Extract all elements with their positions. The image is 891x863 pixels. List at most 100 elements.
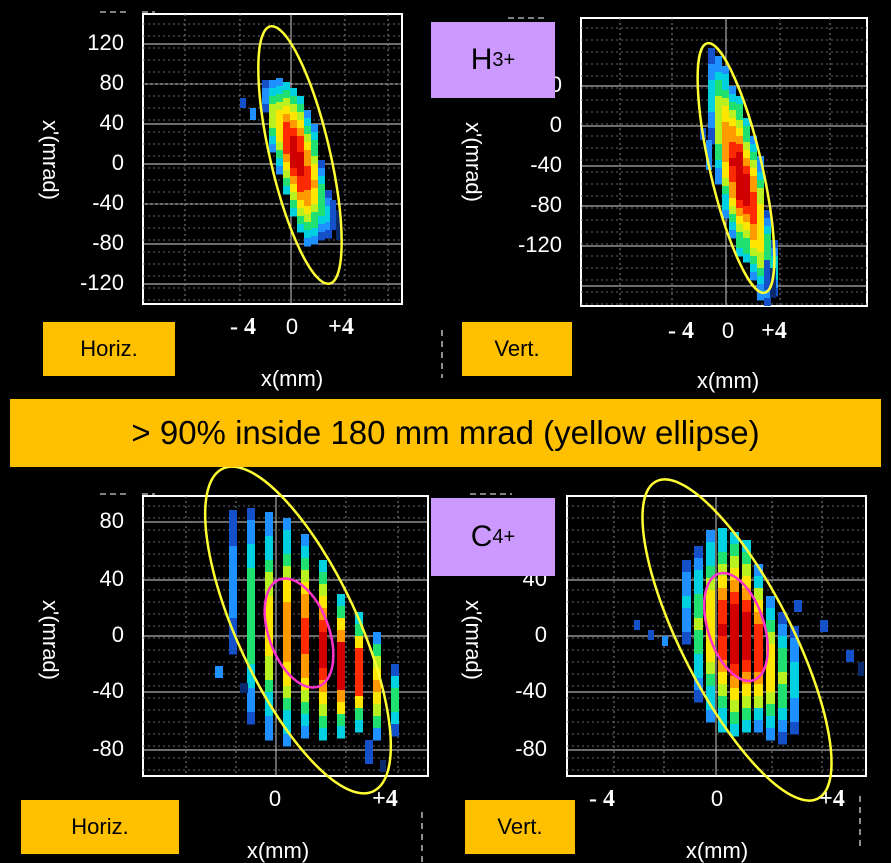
heatmap-cell [766, 692, 775, 705]
heatmap-cell [730, 616, 739, 629]
heatmap [215, 508, 399, 772]
heatmap-cell [269, 128, 276, 137]
heatmap-cell [269, 104, 276, 113]
heatmap-cell [297, 216, 304, 225]
heatmap-cell [743, 206, 750, 215]
heatmap-cell [729, 142, 736, 151]
heatmap-cell [766, 632, 775, 645]
heatmap-cell [750, 232, 757, 241]
heatmap-cell [766, 704, 775, 717]
heatmap-cell [757, 252, 764, 261]
heatmap-cell [764, 226, 771, 235]
heatmap-cell [708, 72, 715, 81]
heatmap-cell [790, 650, 799, 663]
heatmap-cell [283, 114, 290, 123]
heatmap-cell [301, 534, 309, 547]
heatmap-cell [262, 80, 269, 89]
heatmap-cell [742, 600, 751, 613]
heatmap-cell [265, 716, 273, 729]
heatmap-cell [778, 648, 787, 661]
heatmap-cell [722, 154, 729, 163]
heatmap-cell [229, 558, 237, 571]
heatmap-cell [297, 184, 304, 193]
heatmap-cell [764, 298, 771, 306]
heatmap-cell [269, 80, 276, 89]
heatmap-cell [283, 542, 291, 555]
heatmap-cell [283, 82, 290, 91]
heatmap-cell [250, 108, 256, 120]
heatmap-cell [742, 672, 751, 685]
containment-banner: > 90% inside 180 mm mrad (yellow ellipse… [10, 399, 881, 467]
x-tick-label: - 4 [589, 786, 615, 812]
heatmap-cell [718, 576, 727, 589]
y-tick-label: -80 [515, 736, 547, 761]
heatmap-cell [708, 104, 715, 113]
heatmap-cell [730, 592, 739, 605]
heatmap-cell [718, 600, 727, 613]
heatmap-cell [742, 660, 751, 673]
heatmap-cell [743, 254, 750, 263]
heatmap-cell [778, 612, 787, 625]
heatmap-cell [301, 594, 309, 607]
heatmap-cell [694, 570, 703, 583]
heatmap-cell [318, 216, 325, 225]
heatmap-cell [778, 672, 787, 685]
heatmap-cell [790, 662, 799, 675]
heatmap-cell [304, 150, 311, 159]
heatmap-cell [742, 552, 751, 565]
ion-label-h3-plus: H 3 + [431, 22, 555, 98]
heatmap-cell [750, 168, 757, 177]
x-tick-label: +4 [372, 786, 398, 812]
heatmap-cell [318, 168, 325, 177]
heatmap-cell [391, 724, 399, 737]
heatmap-cell [276, 134, 283, 143]
heatmap-cell [722, 178, 729, 187]
heatmap-cell [764, 290, 771, 299]
heatmap-cell [301, 690, 309, 703]
heatmap [700, 48, 778, 306]
heatmap-cell [318, 192, 325, 201]
heatmap-cell [742, 612, 751, 625]
heatmap-cell [706, 662, 715, 675]
heatmap-cell [694, 630, 703, 643]
heatmap-cell [706, 614, 715, 627]
heatmap-cell [729, 110, 736, 119]
heatmap-cell [754, 588, 763, 601]
heatmap-cell [754, 660, 763, 673]
heatmap-cell [229, 510, 237, 523]
heatmap-cell [790, 686, 799, 699]
y-tick-label: 0 [535, 622, 547, 647]
heatmap-cell [743, 142, 750, 151]
heatmap-cell [743, 214, 750, 223]
heatmap-cell [757, 268, 764, 277]
heatmap-cell [706, 710, 715, 723]
heatmap-cell [283, 146, 290, 155]
heatmap-cell [729, 166, 736, 175]
heatmap-cell [290, 184, 297, 193]
heatmap-cell [694, 654, 703, 667]
heatmap-cell [778, 636, 787, 649]
heatmap-cell [355, 624, 363, 637]
heatmap-cell [283, 698, 291, 711]
heatmap-cell [247, 712, 255, 725]
heatmap-cell [290, 152, 297, 161]
heatmap-cell [715, 96, 722, 105]
heatmap-cell [373, 716, 381, 729]
plot-frame [142, 13, 403, 305]
heatmap-cell [706, 140, 712, 170]
heatmap-cell [743, 118, 750, 127]
heatmap-cell [757, 164, 764, 173]
heatmap-cell [694, 666, 703, 679]
heatmap-cell [858, 662, 864, 676]
heatmap-cell [694, 582, 703, 595]
heatmap-cell [718, 624, 727, 637]
heatmap-cell [715, 128, 722, 137]
heatmap-cell [290, 120, 297, 129]
heatmap-cell [301, 642, 309, 655]
heatmap-cell [736, 176, 743, 185]
heatmap-cell [757, 180, 764, 189]
heatmap-cell [730, 532, 739, 545]
heatmap-cell [337, 726, 345, 739]
heatmap-cell [290, 104, 297, 113]
heatmap-cell [391, 700, 399, 713]
